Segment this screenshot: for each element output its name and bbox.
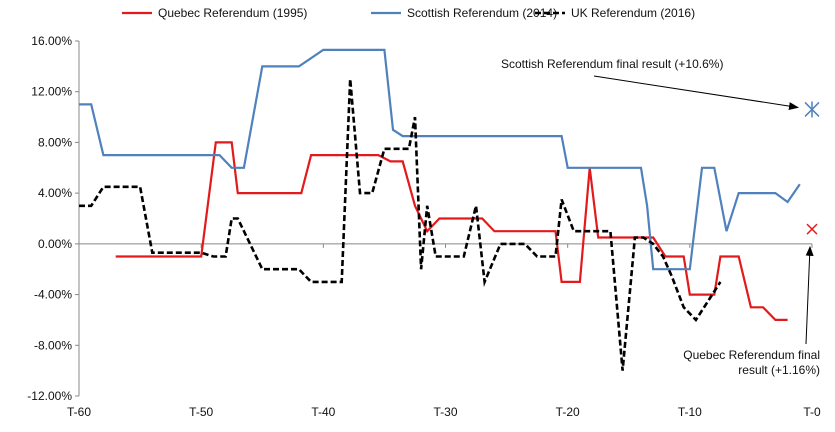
x-tick-label: T-20 xyxy=(556,405,580,419)
y-tick-label: 4.00% xyxy=(38,186,72,200)
legend-label-2: UK Referendum (2016) xyxy=(571,6,695,20)
annotation-quebec-line: Quebec Referendum final xyxy=(683,348,820,362)
series-line-2 xyxy=(79,78,722,371)
legend-label-0: Quebec Referendum (1995) xyxy=(158,6,307,20)
legend: Quebec Referendum (1995) Scottish Referen… xyxy=(122,6,695,20)
x-tick-label: T-10 xyxy=(678,405,702,419)
y-tick-label: -4.00% xyxy=(34,288,72,302)
legend-label-1: Scottish Referendum (2014) xyxy=(407,6,557,20)
x-tick-label: T-60 xyxy=(67,405,91,419)
x-axis: T-60 T-50 T-40 T-30 T-20 T-10 T-0 xyxy=(67,243,821,419)
annotation-arrow-scottish xyxy=(593,75,799,111)
annotation-quebec: Quebec Referendum final result (+1.16%) xyxy=(683,348,820,377)
annotation-layer: Scottish Referendum final result (+10.6%… xyxy=(501,57,820,377)
annotation-scottish: Scottish Referendum final result (+10.6%… xyxy=(501,57,723,71)
y-axis: 16.00% 12.00% 8.00% 4.00% 0.00% -4.00% -8.00% -… xyxy=(27,34,80,403)
y-tick-label: 12.00% xyxy=(31,85,72,99)
annotation-quebec-line: result (+1.16%) xyxy=(738,363,820,377)
y-tick-label: 8.00% xyxy=(38,135,72,149)
x-tick-label: T-50 xyxy=(189,405,213,419)
y-tick-label: 0.00% xyxy=(38,237,72,251)
series-line-1 xyxy=(79,48,801,271)
asterisk-marker xyxy=(804,101,820,118)
y-tick-label: -12.00% xyxy=(27,389,72,403)
y-tick-label: -8.00% xyxy=(34,338,72,352)
y-tick-label: 16.00% xyxy=(31,34,72,48)
marker-layer xyxy=(804,101,820,235)
annotation-arrow-quebec xyxy=(805,245,814,345)
series-layer xyxy=(79,48,801,371)
x-marker xyxy=(806,223,818,235)
x-tick-label: T-40 xyxy=(311,405,335,419)
series-line-0 xyxy=(115,141,788,321)
x-tick-label: T-0 xyxy=(803,405,821,419)
x-tick-label: T-30 xyxy=(433,405,457,419)
